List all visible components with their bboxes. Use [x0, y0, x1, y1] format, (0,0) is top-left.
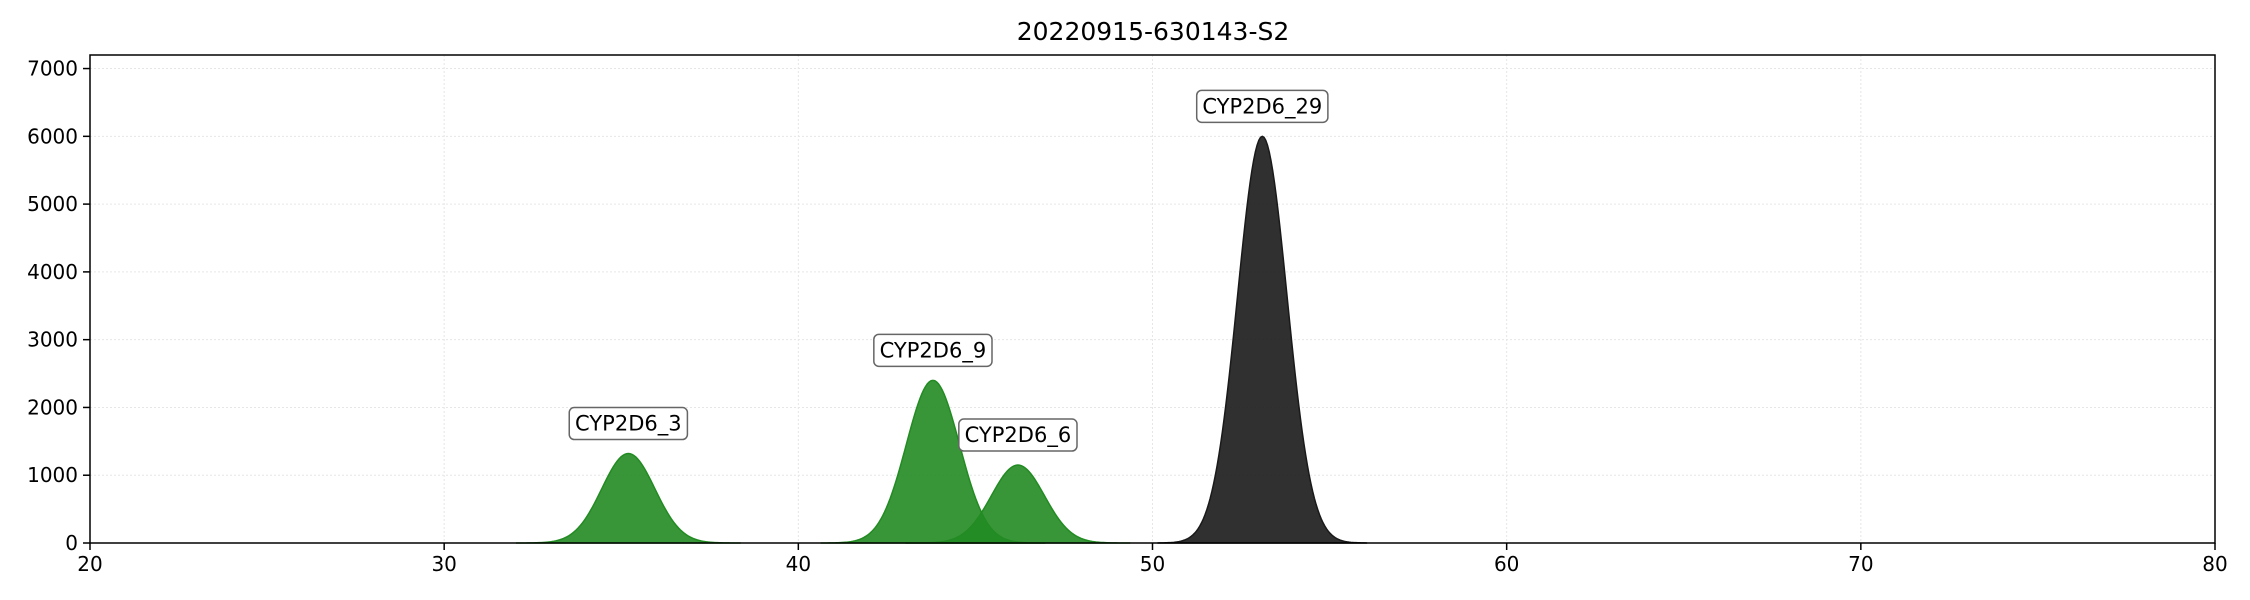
- y-tick-label: 3000: [27, 328, 78, 352]
- y-tick-label: 5000: [27, 192, 78, 216]
- peak-label: CYP2D6_3: [575, 412, 682, 437]
- x-tick-label: 80: [2202, 552, 2227, 576]
- y-tick-label: 1000: [27, 463, 78, 487]
- y-tick-label: 4000: [27, 260, 78, 284]
- peak-label: CYP2D6_9: [880, 338, 987, 363]
- y-tick-label: 0: [65, 531, 78, 555]
- y-tick-label: 6000: [27, 124, 78, 148]
- x-tick-label: 20: [77, 552, 102, 576]
- peak-label-box: [1195, 89, 1329, 124]
- x-tick-label: 50: [1140, 552, 1165, 576]
- peak-area: [1157, 135, 1368, 544]
- y-axis: 0 1000 2000 3000 4000 5000 6000 7000: [27, 57, 90, 555]
- chart-title: 20220915-630143-S2: [1017, 17, 1290, 46]
- x-axis: 20 30 40 50 60 70 80: [77, 543, 2228, 576]
- peak-label: CYP2D6_29: [1202, 94, 1322, 119]
- peak-label-box: [958, 418, 1078, 452]
- peak-label: CYP2D6_6: [965, 423, 1072, 448]
- y-tick-label: 7000: [27, 57, 78, 81]
- x-tick-label: 60: [1494, 552, 1519, 576]
- x-tick-label: 30: [431, 552, 456, 576]
- peak-labels: CYP2D6_3 CYP2D6_9 CYP2D6_6 CYP2D6_29: [568, 89, 1329, 452]
- x-tick-label: 40: [786, 552, 811, 576]
- peak-label-box: [568, 406, 689, 441]
- peak-area: [905, 464, 1131, 544]
- y-tick-label: 2000: [27, 395, 78, 419]
- peak-label-box: [873, 333, 993, 368]
- x-tick-label: 70: [1848, 552, 1873, 576]
- peaks: [516, 135, 1368, 544]
- peak-area: [516, 452, 741, 544]
